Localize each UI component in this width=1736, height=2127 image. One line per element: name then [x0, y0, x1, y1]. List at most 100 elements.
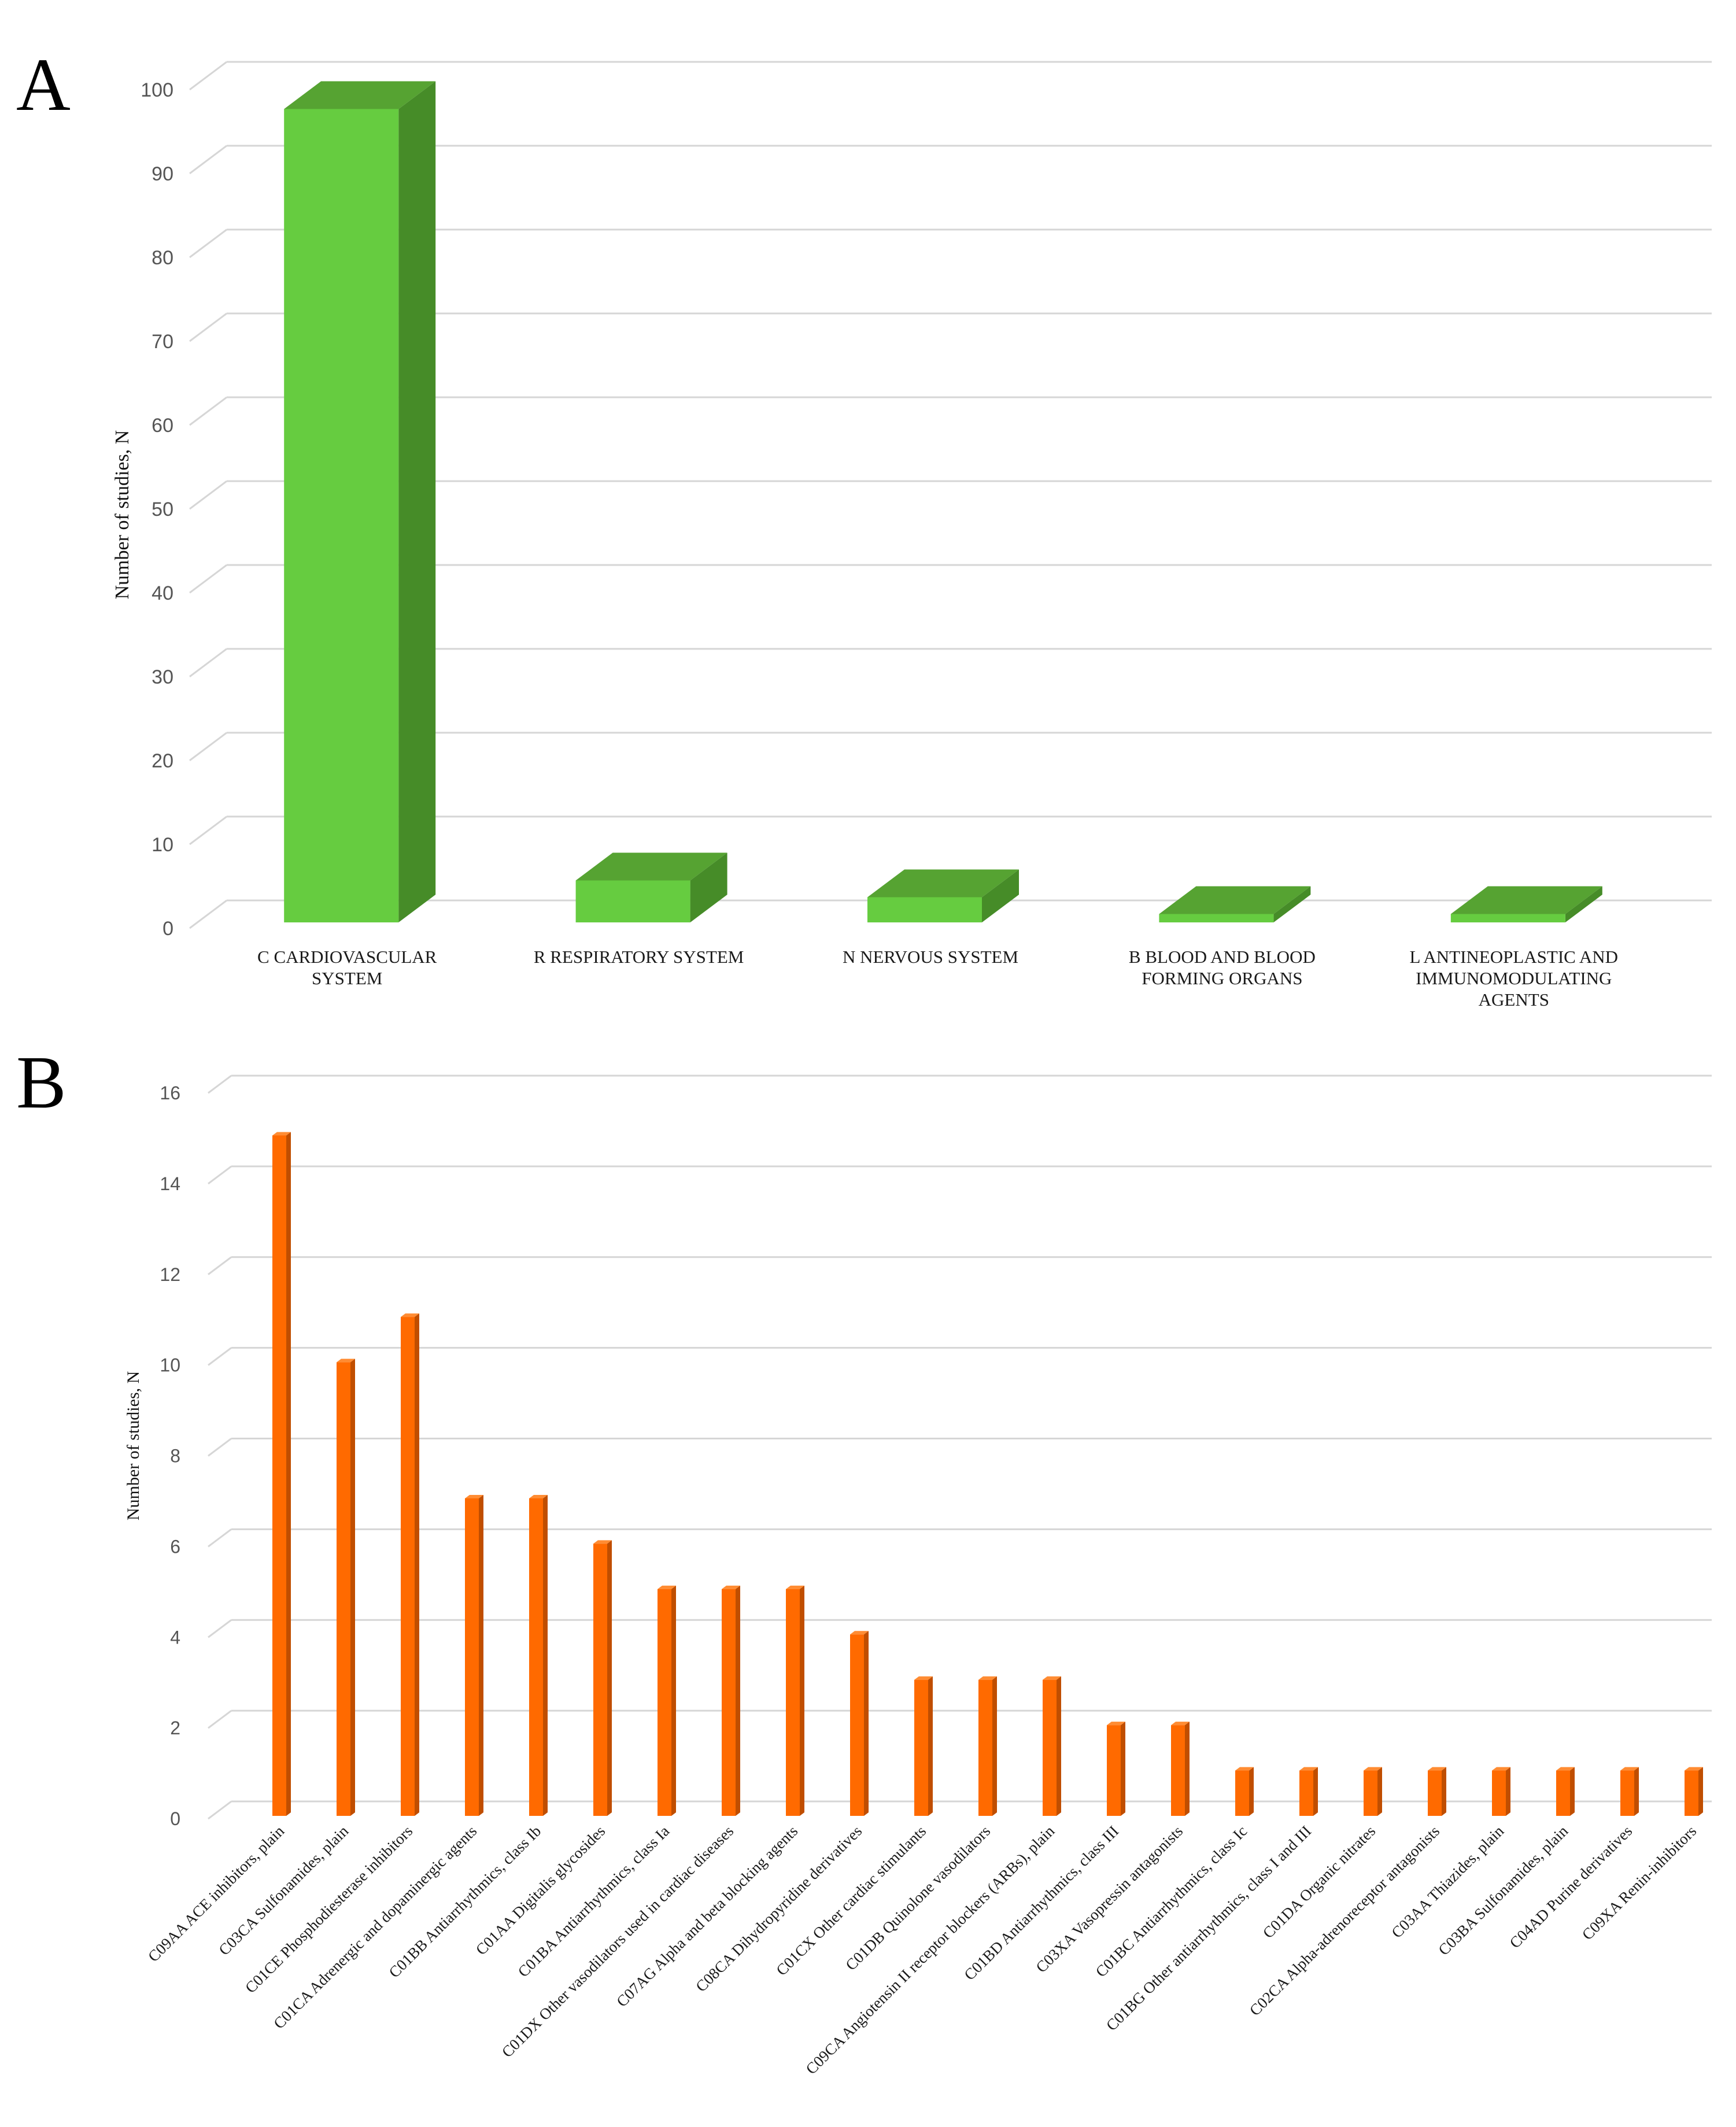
panel-b-category-label: C03BA Sulfonamides, plain	[1435, 1822, 1571, 1959]
panel-b-gridline-depth	[208, 1165, 232, 1185]
panel-a-bar-side	[982, 869, 1019, 922]
panel-b-bar-top	[272, 1132, 291, 1136]
panel-a-gridline-depth	[189, 312, 227, 342]
panel-b-bar-top	[1364, 1767, 1382, 1771]
panel-b-bar-side	[992, 1676, 997, 1816]
panel-b-bar-front	[401, 1317, 415, 1816]
panel-b-bar-side	[864, 1631, 869, 1816]
panel-a-bar-front	[1159, 914, 1274, 922]
panel-b-gridline-depth	[208, 1709, 232, 1729]
panel-a-category-label-line: C CARDIOVASCULAR	[257, 947, 437, 967]
panel-b-category-label: C01DX Other vasodilators used in cardiac…	[498, 1822, 737, 2060]
panel-b-bar-top	[1492, 1767, 1510, 1771]
panel-b-gridline-depth	[208, 1438, 232, 1457]
panel-b-category-label: C03CA Sulfonamides, plain	[215, 1822, 352, 1959]
panel-b-bar-front	[850, 1634, 864, 1816]
panel-b-bar	[1235, 1767, 1254, 1816]
panel-a-y-tick-label: 20	[152, 750, 173, 772]
panel-a-bar-top	[1159, 886, 1311, 914]
panel-b-bar	[1299, 1767, 1318, 1816]
panel-b-y-tick-label: 6	[170, 1536, 180, 1557]
panel-b-bar-top	[529, 1494, 548, 1498]
panel-b-bar-side	[671, 1585, 676, 1816]
panel-b-bar-top	[1171, 1722, 1190, 1726]
panel-b-bar-front	[1299, 1770, 1313, 1816]
panel-b-category-label: C01DA Organic nitrates	[1259, 1822, 1379, 1941]
panel-a-y-tick-label: 80	[152, 247, 173, 269]
panel-b-bar-top	[1043, 1676, 1061, 1680]
panel-b-bar-front	[1364, 1770, 1377, 1816]
panel-b-bar-side	[1249, 1767, 1254, 1816]
panel-b-bar-side	[1442, 1767, 1446, 1816]
panel-a-gridline-depth	[189, 564, 227, 594]
panel-a-category-labels: C CARDIOVASCULAR SYSTEM R RESPIRATORY SYST…	[257, 947, 1618, 1010]
panel-a-category-label-line: AGENTS	[1479, 989, 1549, 1010]
panel-b-y-tick-label: 8	[170, 1446, 180, 1467]
panel-b-y-tick-label: 4	[170, 1627, 180, 1648]
panel-b-bar-front	[978, 1679, 992, 1816]
panel-b-bar-top	[914, 1676, 933, 1680]
panel-b-bar-front	[1235, 1770, 1249, 1816]
panel-a-category-label: N NERVOUS SYSTEM	[843, 947, 1018, 967]
panel-a-gridline-depth	[189, 899, 227, 929]
panel-a-category-label-line: L ANTINEOPLASTIC AND	[1410, 947, 1619, 967]
panel-b-gridline-depth	[208, 1619, 232, 1638]
panel-b-bar	[1556, 1767, 1575, 1816]
panel-a-gridline-depth	[189, 61, 227, 91]
panel-b-bar-front	[593, 1543, 607, 1816]
panel-b-bar-top	[465, 1494, 483, 1498]
panel-a-y-tick-label: 60	[152, 415, 173, 437]
panel-b-bar	[1364, 1767, 1382, 1816]
panel-b-bar-front	[1685, 1770, 1698, 1816]
panel-b-bar-side	[1506, 1767, 1510, 1816]
panel-a-category-label-line: N NERVOUS SYSTEM	[843, 947, 1018, 967]
panel-b-bar	[465, 1494, 483, 1816]
panel-a-y-ticks: 0 10 20 30 40 50 60 70 80 90 100	[141, 79, 173, 940]
panel-a-category-label-line: R RESPIRATORY SYSTEM	[534, 947, 744, 967]
panel-b-bar-front	[786, 1589, 800, 1816]
panel-b-bar-front	[529, 1498, 543, 1816]
panel-a-y-tick-label: 50	[152, 498, 173, 520]
panel-b-bar	[401, 1313, 419, 1816]
panel-b-bar-front	[1107, 1725, 1121, 1816]
panel-b-bar-side	[479, 1494, 483, 1816]
panel-a-chart: A 0 10 20 30 40 50 60 70 80 90 100 Number of studi…	[16, 43, 1712, 1010]
panel-b-bar-side	[1121, 1722, 1125, 1816]
panel-a-bar-top	[284, 81, 436, 109]
panel-b-bar-top	[1428, 1767, 1446, 1771]
panel-b-category-label: C09XA Renin-inhibitors	[1579, 1822, 1700, 1943]
panel-a-bar	[284, 81, 436, 922]
panel-a-letter: A	[16, 43, 71, 127]
panel-a-bar-top	[575, 852, 727, 881]
panel-b-bar-side	[800, 1585, 804, 1816]
panel-a-bar	[575, 852, 727, 922]
panel-b-y-tick-label: 12	[160, 1264, 180, 1285]
panel-b-bars	[272, 1132, 1703, 1816]
panel-b-y-tick-label: 14	[160, 1173, 180, 1194]
panel-b-bar-top	[1556, 1767, 1575, 1771]
panel-b-bar	[272, 1132, 291, 1816]
panel-b-bar	[1428, 1767, 1446, 1816]
panel-b-bar-side	[286, 1132, 291, 1816]
panel-b-bar	[529, 1494, 548, 1816]
panel-b-bar-top	[337, 1358, 355, 1362]
panel-a-category-label: B BLOOD AND BLOOD FORMING ORGANS	[1129, 947, 1316, 988]
panel-b-bar-side	[543, 1494, 548, 1816]
panel-a-bar	[867, 869, 1019, 922]
panel-b-category-label: C04AD Purine derivatives	[1506, 1822, 1635, 1952]
panel-b-bar-front	[1492, 1770, 1506, 1816]
panel-a-y-tick-label: 70	[152, 331, 173, 353]
panel-b-bar-side	[607, 1540, 612, 1816]
panel-b-y-tick-label: 2	[170, 1718, 180, 1738]
panel-b-bar-front	[1428, 1770, 1442, 1816]
panel-b-bar-top	[786, 1585, 804, 1589]
panel-a-category-label: C CARDIOVASCULAR SYSTEM	[257, 947, 437, 988]
panel-b-bar	[1685, 1767, 1703, 1816]
panel-a-bar-side	[1565, 886, 1602, 922]
panel-a-bar-front	[575, 880, 690, 922]
panel-a-gridline-depth	[189, 815, 227, 845]
panel-b-bar-side	[928, 1676, 933, 1816]
panel-b-bar	[1171, 1722, 1190, 1816]
